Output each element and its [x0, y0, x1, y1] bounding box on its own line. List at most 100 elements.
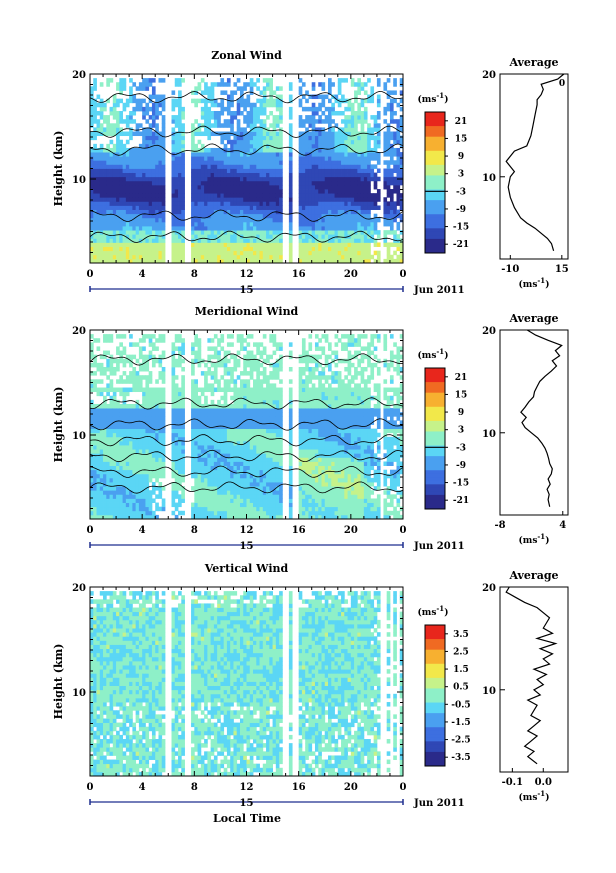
- colorbar-segment: [425, 642, 445, 647]
- unit-close: ): [545, 535, 549, 546]
- colorbar-segment: [425, 396, 445, 401]
- unit-exponent: -1: [537, 276, 545, 285]
- colorbar-tick-label: 9: [458, 152, 464, 162]
- x-tick-label: 16: [292, 782, 306, 793]
- colorbar-segment: [425, 382, 445, 387]
- contour-lines: [89, 90, 404, 243]
- colorbar-segment: [425, 727, 445, 732]
- unit-close: ): [444, 350, 448, 361]
- x-tick-label: 0: [400, 269, 407, 280]
- avg-x-tick-label: -8: [494, 520, 505, 531]
- colorbar-tick-label: 15: [455, 134, 468, 144]
- date-label: Jun 2011: [413, 541, 465, 552]
- day-label: 15: [240, 285, 254, 296]
- colorbar-segment: [425, 168, 445, 173]
- colorbar-tick-label: -21: [453, 496, 469, 506]
- colorbar-segment: [425, 632, 445, 637]
- unit-exponent: -1: [436, 91, 444, 100]
- colorbar-tick-label: 9: [458, 408, 464, 418]
- colorbar-segment: [425, 723, 445, 728]
- colorbar-segment: [425, 385, 445, 390]
- y-axis-label: Height (km): [52, 644, 65, 720]
- x-tick-label: 4: [139, 525, 146, 536]
- avg-x-tick-label: 4: [559, 520, 566, 531]
- colorbar-segment: [425, 667, 445, 672]
- colorbar-frame: [424, 624, 446, 767]
- contour-line: [89, 481, 404, 494]
- contour-line: [89, 397, 404, 410]
- colorbar-segment: [425, 720, 445, 725]
- colorbar-segment: [425, 157, 445, 162]
- colorbar-segment: [425, 463, 445, 468]
- colorbar-unit: (ms-1): [418, 91, 449, 105]
- colorbar-segment: [425, 126, 445, 131]
- x-tick-label: 0: [87, 269, 94, 280]
- colorbar-frame: [424, 111, 446, 254]
- unit-text: (ms: [519, 792, 538, 803]
- colorbar-segment: [425, 456, 445, 461]
- colorbar-segment: [425, 688, 445, 693]
- colorbar-segment: [425, 663, 445, 668]
- x-tick-label: 0: [400, 525, 407, 536]
- colorbar-segment: [425, 221, 445, 226]
- colorbar-segment: [425, 115, 445, 120]
- day-label: 15: [240, 798, 254, 809]
- colorbar-segment: [425, 112, 445, 117]
- colorbar-segment: [425, 182, 445, 187]
- x-tick-label: 16: [292, 525, 306, 536]
- colorbar-segment: [425, 242, 445, 247]
- x-tick-label: 0: [400, 782, 407, 793]
- avg-y-tick-label: 20: [482, 70, 496, 81]
- unit-text: (ms: [519, 279, 538, 290]
- panel-2: Meridional Wind 0 4 8 12 16 20 0 20 10 Height (km)…: [52, 305, 569, 552]
- avg-x-tick-label: -10: [501, 264, 519, 275]
- colorbar-segment: [425, 427, 445, 432]
- unit-text: (ms: [519, 535, 538, 546]
- colorbar-segment: [425, 741, 445, 746]
- colorbar-segment: [425, 424, 445, 429]
- colorbar-segment: [425, 154, 445, 159]
- contour-line: [89, 230, 404, 243]
- x-tick-label: 20: [344, 782, 358, 793]
- colorbar-segment: [425, 375, 445, 380]
- colorbar-segment: [425, 505, 445, 510]
- colorbar-segment: [425, 653, 445, 658]
- x-tick-label: 12: [240, 782, 254, 793]
- colorbar-tick-label: 3.5: [453, 630, 469, 640]
- avg-y-tick-label: 20: [482, 326, 496, 337]
- unit-close: ): [545, 279, 549, 290]
- contour-line: [89, 418, 404, 431]
- day-label: 15: [240, 541, 254, 552]
- contour-line: [89, 353, 404, 366]
- colorbar-segment: [425, 674, 445, 679]
- colorbar-segment: [425, 646, 445, 651]
- average-frame: [499, 586, 569, 773]
- colorbar-segment: [425, 758, 445, 763]
- colorbar-segment: [425, 200, 445, 205]
- colorbar-segment: [425, 389, 445, 394]
- colorbar-segment: [425, 371, 445, 376]
- average-unit: (ms-1): [519, 532, 550, 546]
- colorbar-segment: [425, 413, 445, 418]
- colorbar-segment: [425, 730, 445, 735]
- colorbar-segment: [425, 378, 445, 383]
- panel-3: Vertical Wind 0 4 8 12 16 20 0 20 10 Height (km) 15…: [52, 562, 569, 809]
- panel-title: Zonal Wind: [211, 49, 282, 62]
- x-tick-label: 0: [87, 525, 94, 536]
- avg-y-tick-label: 10: [482, 173, 496, 184]
- x-tick-label: 20: [344, 525, 358, 536]
- colorbar-segment: [425, 410, 445, 415]
- x-tick-label: 8: [191, 525, 198, 536]
- colorbar-segment: [425, 186, 445, 191]
- average-title: Average: [508, 312, 558, 325]
- avg-y-tick-label: 20: [482, 583, 496, 594]
- colorbar-segment: [425, 744, 445, 749]
- colorbar-segment: [425, 695, 445, 700]
- colorbar-tick-label: 3: [458, 170, 464, 180]
- colorbar-segment: [425, 625, 445, 630]
- colorbar-segment: [425, 249, 445, 254]
- contour-line: [89, 449, 404, 463]
- colorbar-tick-label: -15: [453, 479, 469, 489]
- contour-lines: [89, 353, 404, 494]
